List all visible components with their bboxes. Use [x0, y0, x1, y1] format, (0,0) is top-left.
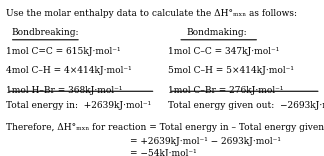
Text: Use the molar enthalpy data to calculate the ΔH°ₘₓₙ as follows:: Use the molar enthalpy data to calculate…: [6, 9, 297, 18]
Text: Therefore, ΔH°ₘₓₙ for reaction = Total energy in – Total energy given out: Therefore, ΔH°ₘₓₙ for reaction = Total e…: [6, 123, 324, 132]
Text: 1mol C=C = 615kJ·mol⁻¹: 1mol C=C = 615kJ·mol⁻¹: [6, 47, 121, 56]
Text: = +2639kJ·mol⁻¹ − 2693kJ·mol⁻¹: = +2639kJ·mol⁻¹ − 2693kJ·mol⁻¹: [130, 137, 281, 146]
Text: 1mol C–C = 347kJ·mol⁻¹: 1mol C–C = 347kJ·mol⁻¹: [168, 47, 280, 56]
Text: Bondbreaking:: Bondbreaking:: [12, 28, 79, 37]
Text: Total energy given out:  −2693kJ·mol⁻¹: Total energy given out: −2693kJ·mol⁻¹: [168, 101, 324, 110]
Text: = −54kJ·mol⁻¹: = −54kJ·mol⁻¹: [130, 149, 196, 156]
Text: 1mol C–Br = 276kJ·mol⁻¹: 1mol C–Br = 276kJ·mol⁻¹: [168, 86, 284, 95]
Text: 5mol C–H = 5×414kJ·mol⁻¹: 5mol C–H = 5×414kJ·mol⁻¹: [168, 66, 295, 75]
Text: 4mol C–H = 4×414kJ·mol⁻¹: 4mol C–H = 4×414kJ·mol⁻¹: [6, 66, 132, 75]
Text: 1mol H–Br = 368kJ·mol⁻¹: 1mol H–Br = 368kJ·mol⁻¹: [6, 86, 123, 95]
Text: Total energy in:  +2639kJ·mol⁻¹: Total energy in: +2639kJ·mol⁻¹: [6, 101, 152, 110]
Text: Bondmaking:: Bondmaking:: [187, 28, 248, 37]
